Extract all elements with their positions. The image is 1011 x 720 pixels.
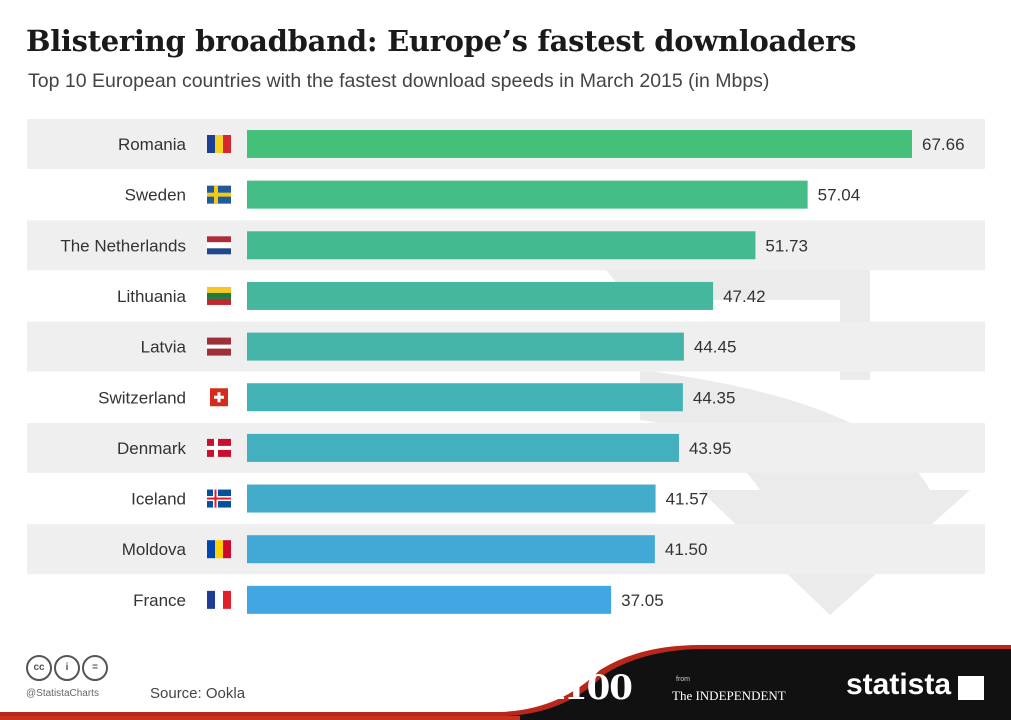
bar-chart: Romania 67.66 Sweden 57.04 The Netherlands 51…	[27, 119, 985, 615]
category-label: Iceland	[131, 490, 186, 509]
bar	[247, 231, 756, 260]
flag-part	[207, 242, 231, 249]
category-label: Sweden	[125, 186, 186, 205]
flag-part	[207, 192, 231, 197]
flag-part	[207, 248, 231, 255]
from-label: from	[676, 676, 690, 683]
flag-part	[207, 497, 231, 500]
lithuania-flag-icon	[207, 286, 231, 305]
value-label: 37.05	[621, 591, 664, 610]
statista-handle: @StatistaCharts	[26, 688, 99, 699]
flag-part	[207, 445, 231, 450]
category-label: Moldova	[122, 540, 187, 559]
bar-row: The Netherlands 51.73	[27, 220, 985, 271]
france-flag-icon	[207, 590, 231, 609]
flag-part	[223, 135, 231, 153]
statista-logo-icon	[958, 676, 984, 700]
sweden-flag-icon	[207, 185, 231, 204]
iceland-flag-icon	[207, 489, 231, 508]
value-label: 44.35	[693, 388, 736, 407]
bar-row: Switzerland 44.35	[98, 383, 736, 412]
footer-band	[0, 645, 1011, 720]
nd-icon[interactable]: =	[82, 655, 108, 681]
value-label: 51.73	[765, 236, 808, 255]
bar-row: Denmark 43.95	[27, 422, 985, 473]
bar-row: Lithuania 47.42	[117, 281, 766, 310]
bar-row: Iceland 41.57	[131, 484, 709, 513]
flag-part	[215, 540, 223, 559]
flag-part	[215, 590, 223, 609]
category-label: France	[133, 591, 186, 610]
flag-part	[207, 590, 215, 609]
category-label: The Netherlands	[60, 236, 186, 255]
bar-row: Sweden 57.04	[125, 180, 861, 209]
value-label: 67.66	[922, 135, 965, 154]
statista-logo: statista	[846, 668, 952, 701]
flag-part	[207, 298, 231, 305]
category-label: Romania	[118, 135, 187, 154]
romania-flag-icon	[207, 135, 231, 153]
category-label: Latvia	[141, 338, 187, 357]
value-label: 47.42	[723, 287, 766, 306]
cc-icon[interactable]: cc	[26, 655, 52, 681]
flag-part	[223, 540, 231, 559]
value-label: 57.04	[818, 186, 861, 205]
bar-row: Romania 67.66	[27, 119, 985, 169]
flag-part	[207, 236, 231, 243]
by-icon[interactable]: i	[54, 655, 80, 681]
switzerland-flag-icon	[210, 388, 228, 407]
value-label: 44.45	[694, 338, 737, 357]
flag-part	[207, 540, 215, 559]
bar	[247, 180, 808, 209]
flag-part	[223, 590, 231, 609]
independent-logo: The INDEPENDENT	[672, 688, 786, 703]
latvia-flag-icon	[207, 337, 231, 356]
bar	[247, 585, 612, 614]
value-label: 43.95	[689, 439, 732, 458]
flag-part	[207, 344, 231, 349]
chart-subtitle: Top 10 European countries with the faste…	[28, 70, 770, 92]
netherlands-flag-icon	[207, 236, 231, 255]
flag-part	[207, 135, 215, 153]
bar-row: Moldova 41.50	[27, 524, 985, 575]
i100-logo: i100	[552, 668, 633, 708]
bar-row: France 37.05	[133, 585, 664, 614]
bar-row: Latvia 44.45	[27, 321, 985, 372]
value-label: 41.57	[666, 490, 709, 509]
denmark-flag-icon	[207, 438, 231, 457]
bar	[247, 130, 912, 158]
bar	[247, 433, 679, 462]
category-label: Lithuania	[117, 287, 187, 306]
bar	[247, 281, 714, 310]
category-label: Denmark	[117, 439, 186, 458]
flag-part	[215, 135, 223, 153]
flag-part	[207, 286, 231, 293]
bar	[247, 535, 655, 564]
flag-part	[214, 395, 224, 399]
category-label: Switzerland	[98, 388, 186, 407]
bar	[247, 332, 684, 361]
value-label: 41.50	[665, 540, 708, 559]
chart-title: Blistering broadband: Europe’s fastest d…	[26, 24, 857, 58]
moldova-flag-icon	[207, 540, 231, 559]
source-label: Source: Ookla	[150, 685, 246, 702]
bar	[247, 383, 683, 412]
bar	[247, 484, 656, 513]
flag-part	[207, 292, 231, 299]
